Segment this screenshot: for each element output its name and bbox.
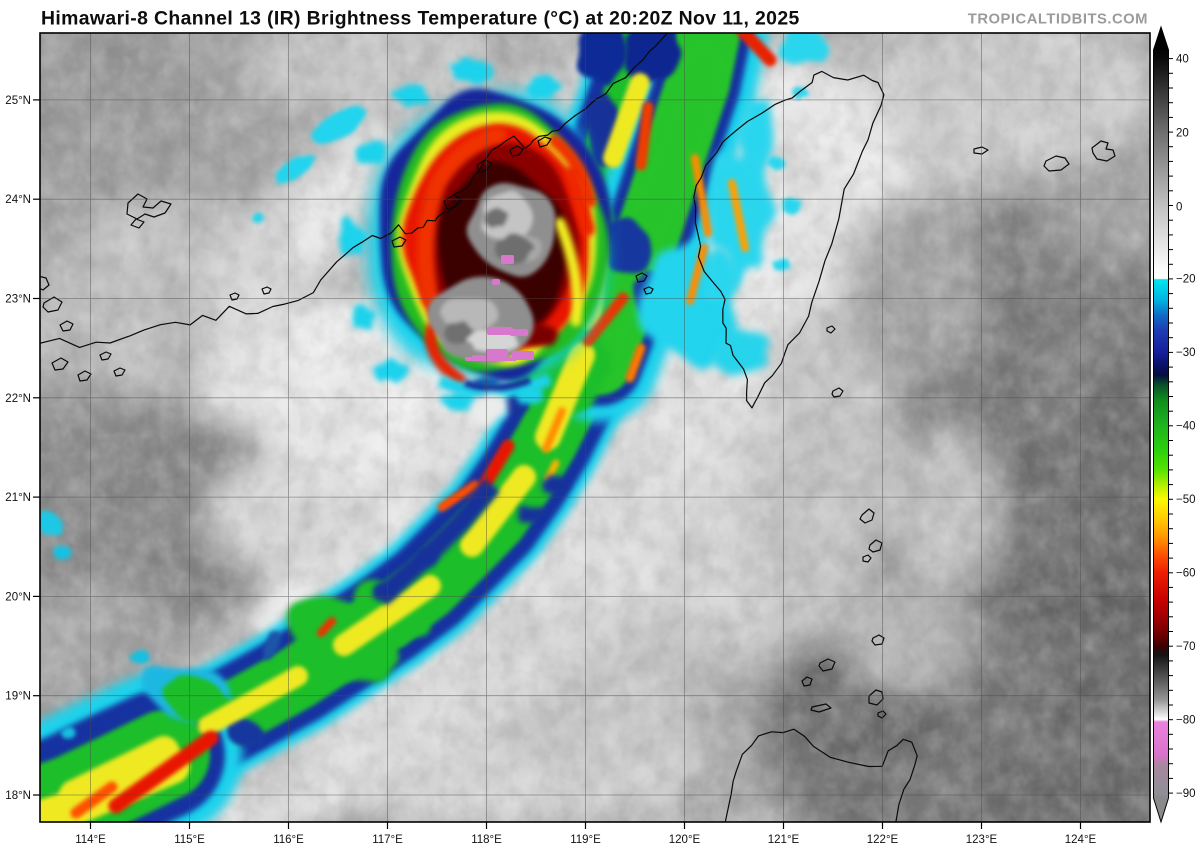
svg-text:116°E: 116°E bbox=[273, 834, 304, 845]
svg-text:−50: −50 bbox=[1176, 494, 1196, 506]
svg-text:21°N: 21°N bbox=[5, 492, 31, 504]
svg-text:−90: −90 bbox=[1176, 788, 1196, 800]
svg-text:123°E: 123°E bbox=[966, 834, 998, 845]
svg-text:119°E: 119°E bbox=[570, 834, 601, 845]
svg-text:115°E: 115°E bbox=[174, 834, 205, 845]
svg-text:124°E: 124°E bbox=[1065, 834, 1097, 845]
svg-text:40: 40 bbox=[1176, 54, 1189, 66]
svg-text:0: 0 bbox=[1176, 202, 1182, 214]
svg-text:25°N: 25°N bbox=[5, 95, 31, 107]
svg-text:120°E: 120°E bbox=[669, 834, 701, 845]
svg-text:−30: −30 bbox=[1176, 347, 1196, 359]
svg-text:Himawari-8 Channel 13 (IR) Bri: Himawari-8 Channel 13 (IR) Brightness Te… bbox=[41, 8, 800, 30]
svg-text:23°N: 23°N bbox=[5, 294, 31, 306]
svg-text:20°N: 20°N bbox=[5, 591, 31, 603]
svg-text:−60: −60 bbox=[1176, 568, 1196, 580]
svg-text:−80: −80 bbox=[1176, 715, 1196, 727]
svg-text:−40: −40 bbox=[1176, 421, 1196, 433]
svg-text:117°E: 117°E bbox=[372, 834, 403, 845]
svg-text:TROPICALTIDBITS.COM: TROPICALTIDBITS.COM bbox=[968, 12, 1148, 28]
svg-text:114°E: 114°E bbox=[75, 834, 106, 845]
svg-text:19°N: 19°N bbox=[5, 691, 31, 703]
svg-text:118°E: 118°E bbox=[471, 834, 502, 845]
svg-text:24°N: 24°N bbox=[5, 194, 31, 206]
svg-text:20: 20 bbox=[1176, 128, 1189, 140]
svg-text:−20: −20 bbox=[1176, 274, 1196, 286]
svg-text:22°N: 22°N bbox=[5, 393, 31, 405]
svg-text:122°E: 122°E bbox=[867, 834, 899, 845]
svg-text:121°E: 121°E bbox=[768, 834, 800, 845]
svg-text:−70: −70 bbox=[1176, 641, 1196, 653]
svg-text:18°N: 18°N bbox=[5, 790, 31, 802]
